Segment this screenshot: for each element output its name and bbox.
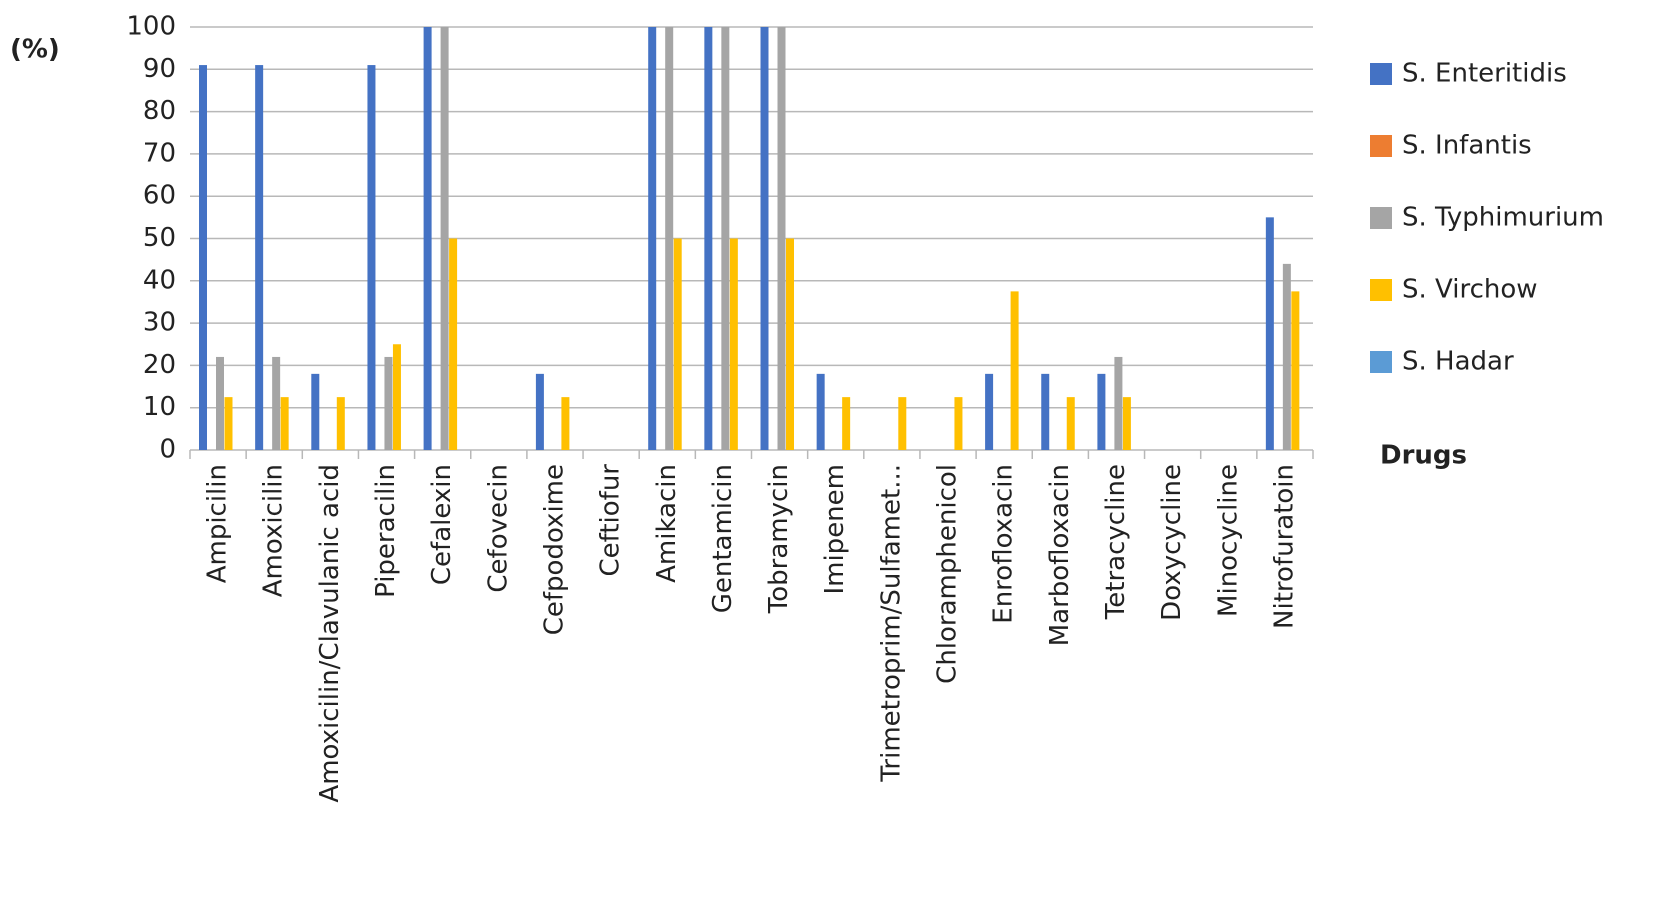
y-tick-label: 60 (143, 181, 176, 211)
bar (842, 397, 851, 450)
legend-label: S. Virchow (1402, 275, 1538, 305)
legend-label: S. Typhimurium (1402, 203, 1604, 233)
x-tick-label: Gentamicin (708, 464, 738, 613)
x-tick-label: Tetracycline (1101, 464, 1131, 620)
x-tick-label: Amoxicilin/Clavulanic acid (315, 464, 345, 803)
x-tick-label: Tobramycin (764, 464, 794, 614)
bar (721, 27, 730, 450)
bar (665, 27, 674, 450)
bar (392, 344, 401, 450)
legend-swatch (1370, 207, 1392, 229)
legend-swatch (1370, 351, 1392, 373)
bar (777, 27, 786, 450)
legend-label: S. Enteritidis (1402, 59, 1567, 89)
bar (648, 27, 657, 450)
bar (1122, 397, 1131, 450)
y-tick-label: 40 (143, 265, 176, 295)
bar (535, 373, 544, 450)
bar (898, 397, 907, 450)
legend-swatch (1370, 63, 1392, 85)
legend-swatch (1370, 135, 1392, 157)
bar (816, 373, 825, 450)
x-tick-label: Marbofloxacin (1045, 464, 1075, 646)
bar (199, 65, 207, 450)
x-axis-label: Drugs (1380, 441, 1467, 471)
bar (729, 238, 738, 450)
x-tick-label: Minocycline (1213, 464, 1243, 617)
bar (704, 27, 713, 450)
bar (311, 373, 320, 450)
x-tick-label: Amikacin (652, 464, 682, 583)
bar (280, 397, 289, 450)
bar (216, 356, 224, 450)
bar (367, 65, 376, 450)
x-tick-label: Imipenem (820, 464, 850, 595)
bar (224, 397, 233, 450)
y-tick-label: 70 (143, 138, 176, 168)
bar (673, 238, 682, 450)
bar (255, 65, 264, 450)
y-tick-label: 10 (143, 392, 176, 422)
bar (1282, 263, 1291, 450)
bar (336, 397, 345, 450)
y-tick-label: 80 (143, 96, 176, 126)
x-tick-label: Doxycycline (1157, 464, 1187, 621)
bar (561, 397, 570, 450)
y-tick-label: 0 (159, 435, 176, 465)
bar (1291, 291, 1300, 450)
y-axis-label: (%) (10, 35, 60, 65)
bar (1114, 356, 1123, 450)
bar (760, 27, 769, 450)
y-tick-label: 100 (126, 12, 176, 42)
legend-swatch (1370, 279, 1392, 301)
legend-label: S. Infantis (1402, 131, 1532, 161)
bar (1041, 373, 1050, 450)
bar (384, 356, 393, 450)
bar (1265, 217, 1274, 450)
bar (272, 356, 281, 450)
y-tick-label: 50 (143, 223, 176, 253)
x-tick-label: Cefovecin (483, 464, 513, 593)
x-tick-label: Cefpodoxime (539, 464, 569, 635)
bar (1097, 373, 1106, 450)
x-tick-label: Ceftiofur (596, 464, 626, 577)
x-tick-label: Nitrofuratoin (1269, 464, 1299, 629)
y-tick-label: 30 (143, 308, 176, 338)
bar (1010, 291, 1019, 450)
x-tick-label: Piperacilin (371, 464, 401, 598)
bar (440, 27, 449, 450)
x-tick-label: Chloramphenicol (933, 464, 963, 684)
bar (423, 27, 432, 450)
legend-label: S. Hadar (1402, 347, 1514, 377)
bar (786, 238, 794, 450)
bar (954, 397, 963, 450)
x-tick-label: Enrofloxacin (989, 464, 1019, 624)
x-tick-label: Amoxicilin (259, 464, 289, 597)
y-tick-label: 20 (143, 350, 176, 380)
x-tick-label: Cefalexin (427, 464, 457, 585)
x-tick-label: Ampicilin (203, 464, 233, 583)
bar (1066, 397, 1075, 450)
bar (985, 373, 994, 450)
bar (449, 238, 458, 450)
x-tick-label: Trimetroprim/Sulfamet... (876, 464, 906, 783)
y-tick-label: 90 (143, 54, 176, 84)
